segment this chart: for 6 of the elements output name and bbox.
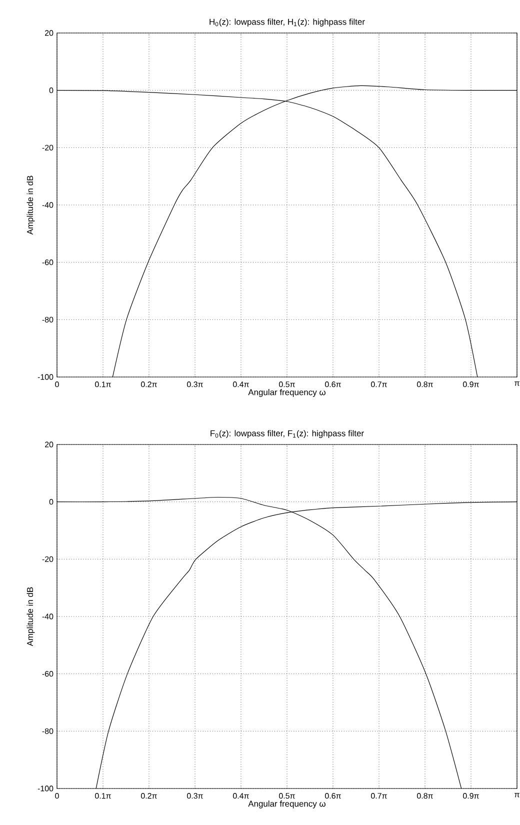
x-axis-title: Angular frequency ω [248,388,326,397]
chart-title: F$_{0}$(z): lowpass filter, F$_{1}$(z): highpass filter [210,430,364,438]
x-axis-title: Angular frequency ω [248,800,326,808]
chart-title: H$_{0}$(z): lowpass filter, H$_{1}$(z): highpass filter [210,18,365,26]
y-axis-title: Amplitude in dB [26,587,35,646]
y-axis-title: Amplitude in dB [26,176,35,235]
